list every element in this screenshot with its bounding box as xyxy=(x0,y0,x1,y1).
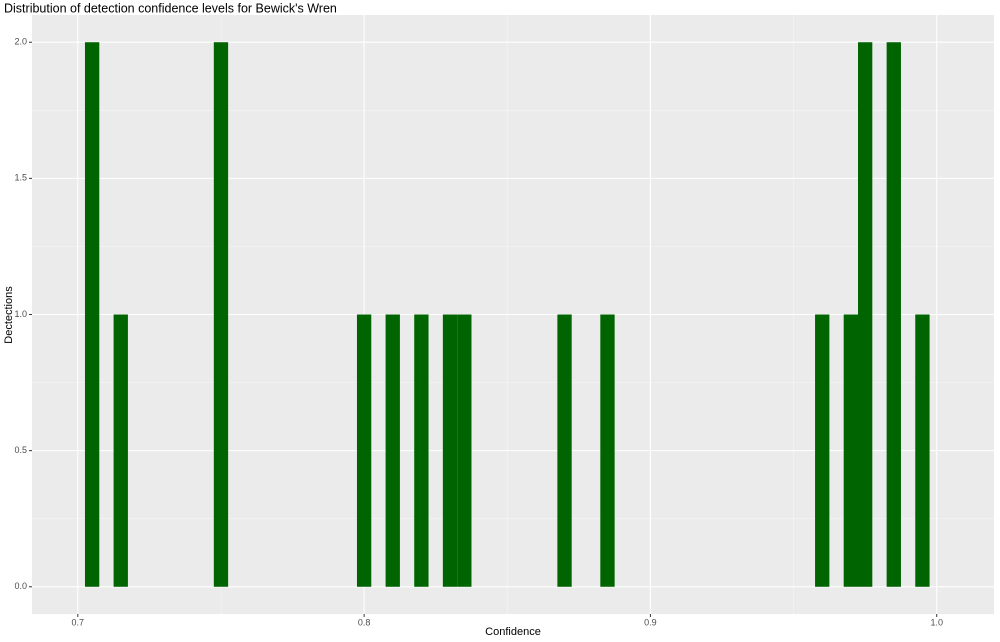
y-tick-label: 0.5 xyxy=(14,445,27,455)
bar xyxy=(356,314,372,587)
bar xyxy=(113,314,128,587)
x-tick-label: 0.8 xyxy=(358,617,371,627)
bar xyxy=(84,42,100,587)
y-tick-label: 1.0 xyxy=(14,309,27,319)
y-tick-label: 0.0 xyxy=(14,581,27,591)
y-tick-label: 2.0 xyxy=(14,37,27,47)
bar xyxy=(858,42,873,587)
bar xyxy=(886,42,901,587)
x-tick-label: 1.0 xyxy=(930,617,943,627)
chart-title: Distribution of detection confidence lev… xyxy=(4,1,337,15)
bar xyxy=(843,314,859,587)
x-tick-label: 0.7 xyxy=(72,617,85,627)
bar xyxy=(815,314,830,587)
bar xyxy=(557,314,572,587)
bar xyxy=(457,314,472,587)
x-tick-label: 0.9 xyxy=(644,617,657,627)
bar xyxy=(600,314,615,587)
bar xyxy=(213,42,229,587)
y-tick-label: 1.5 xyxy=(14,173,27,183)
bar xyxy=(414,314,429,587)
bar xyxy=(915,314,930,587)
x-axis-label: Confidence xyxy=(485,626,541,638)
y-axis-label: Dectections xyxy=(3,286,15,344)
bar xyxy=(385,314,400,587)
bar xyxy=(442,314,458,587)
